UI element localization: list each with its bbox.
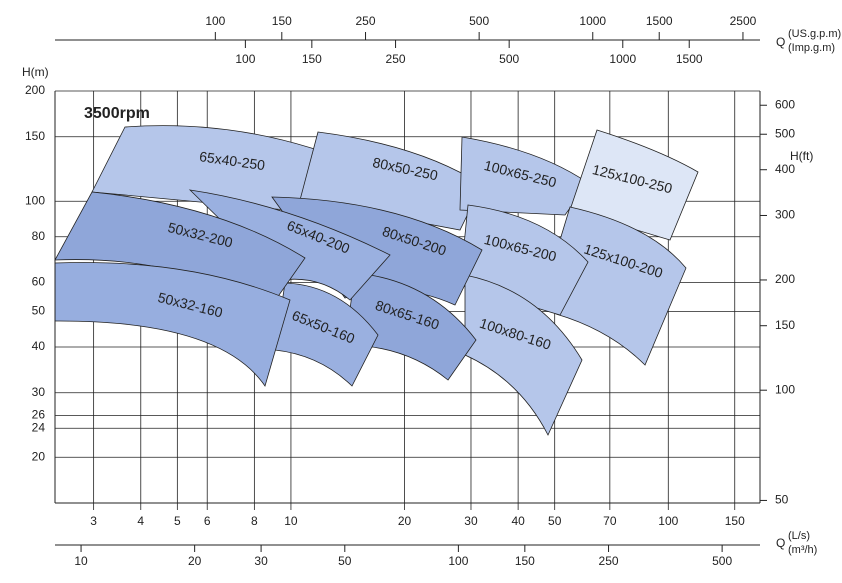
- y-tick-label: 80: [32, 229, 46, 243]
- y-tick-label: 150: [25, 129, 45, 143]
- x-tick-label: 20: [398, 514, 412, 528]
- pump-region: [555, 206, 687, 366]
- x4-tick-label: 150: [302, 52, 322, 66]
- x-tick-label: 8: [251, 514, 258, 528]
- y-tick-label: 200: [25, 83, 45, 97]
- x3-tick-label: 250: [356, 14, 376, 28]
- pump-region: [464, 274, 583, 436]
- x2-tick-label: 10: [74, 554, 88, 568]
- y2-tick-label: 600: [775, 97, 795, 111]
- x-tick-label: 6: [204, 514, 211, 528]
- x-unit: (L/s): [788, 530, 810, 542]
- x4-tick-label: 250: [386, 52, 406, 66]
- x3-tick-label: 1500: [646, 14, 673, 28]
- x-tick-label: 40: [511, 514, 525, 528]
- x-tick-label: 50: [548, 514, 562, 528]
- y2-tick-label: 300: [775, 208, 795, 222]
- x2-tick-label: 250: [599, 554, 619, 568]
- x-tick-label: 30: [464, 514, 478, 528]
- y-tick-label: 40: [32, 339, 46, 353]
- x3-tick-label: 2500: [730, 14, 757, 28]
- y2-tick-label: 500: [775, 126, 795, 140]
- x3-tick-label: 150: [272, 14, 292, 28]
- y-tick-label: 60: [32, 275, 46, 289]
- y2-tick-label: 200: [775, 272, 795, 286]
- x2-tick-label: 20: [188, 554, 202, 568]
- x-tick-label: 10: [284, 514, 298, 528]
- y-tick-label: 50: [32, 304, 46, 318]
- y-tick-label: 26: [32, 408, 46, 422]
- y-tick-label: 20: [32, 449, 46, 463]
- x2-tick-label: 30: [254, 554, 268, 568]
- y-tick-label: 100: [25, 193, 45, 207]
- y-axis-label: H(m): [22, 65, 49, 79]
- pump-region: [54, 262, 291, 387]
- x4-unit: (Imp.g.m): [788, 42, 835, 54]
- pump-region: [274, 282, 379, 387]
- y2-tick-label: 50: [775, 493, 789, 507]
- x-tick-label: 70: [603, 514, 617, 528]
- x4-tick-label: 1000: [609, 52, 636, 66]
- x-tick-label: 3: [90, 514, 97, 528]
- x3-tick-label: 1000: [579, 14, 606, 28]
- y2-axis-label: H(ft): [790, 149, 813, 163]
- pump-region: [188, 189, 391, 301]
- x2-tick-label: 150: [515, 554, 535, 568]
- x4-tick-label: 1500: [676, 52, 703, 66]
- x3-tick-label: 500: [469, 14, 489, 28]
- pump-region: [344, 272, 477, 381]
- y-tick-label: 30: [32, 385, 46, 399]
- x-tick-label: 100: [658, 514, 678, 528]
- x4-tick-label: 500: [499, 52, 519, 66]
- pump-region: [569, 129, 699, 241]
- x-tick-label: 5: [174, 514, 181, 528]
- y2-tick-label: 100: [775, 382, 795, 396]
- chart-title: 3500rpm: [84, 105, 150, 122]
- x2-tick-label: 50: [338, 554, 352, 568]
- x2-unit: (m³/h): [788, 544, 817, 556]
- x-tick-label: 4: [137, 514, 144, 528]
- y2-tick-label: 150: [775, 318, 795, 332]
- x3-unit: (US.g.p.m): [788, 28, 841, 40]
- x4-tick-label: 100: [235, 52, 255, 66]
- y-tick-label: 24: [32, 420, 46, 434]
- x2-tick-label: 500: [712, 554, 732, 568]
- x-axis-label: Q: [776, 536, 785, 550]
- x-tick-label: 150: [725, 514, 745, 528]
- x3-tick-label: 100: [205, 14, 225, 28]
- top-x-axis-label: Q: [776, 35, 785, 49]
- x2-tick-label: 100: [448, 554, 468, 568]
- y2-tick-label: 400: [775, 162, 795, 176]
